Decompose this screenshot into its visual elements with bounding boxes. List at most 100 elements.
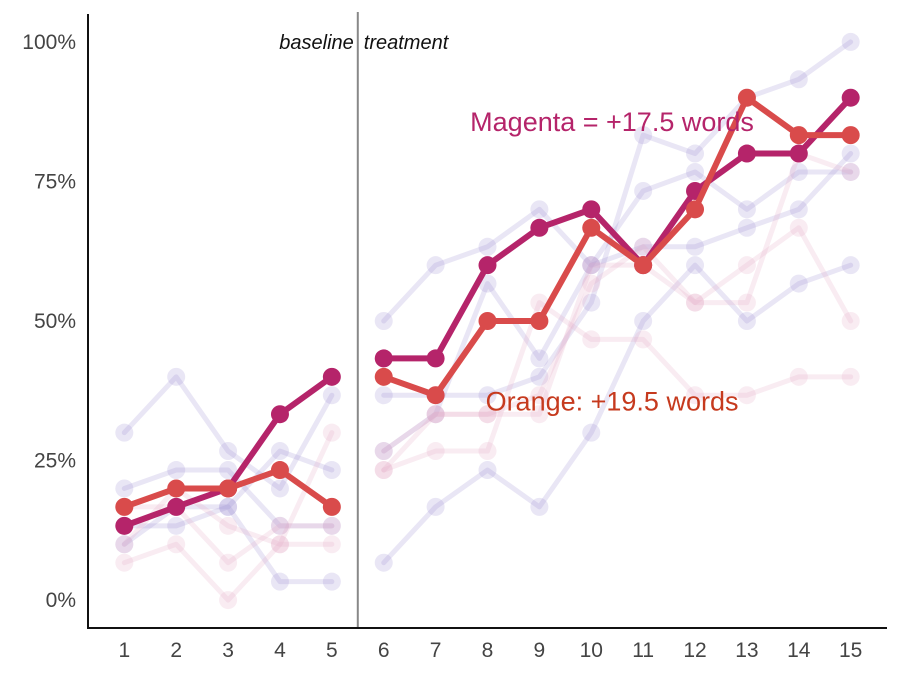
background-series-5-point <box>167 535 186 554</box>
x-tick-label: 12 <box>683 639 706 662</box>
x-tick-label: 4 <box>274 639 286 662</box>
background-series-7-point <box>634 237 653 256</box>
highlight-series-1-treatment-line <box>380 94 854 362</box>
background-series-2-point <box>582 293 601 312</box>
background-series-1-point <box>374 312 393 330</box>
background-series-7-point <box>582 274 601 293</box>
background-series-2-point <box>634 126 653 145</box>
background-series-4-point <box>634 237 653 256</box>
background-series-1-point <box>478 237 497 256</box>
highlight-series-1-point <box>530 218 549 237</box>
background-series-1-point <box>582 256 601 275</box>
background-series-1-treatment-line <box>381 169 854 324</box>
background-series-4-point <box>530 349 549 368</box>
x-tick-label: 10 <box>580 639 603 662</box>
background-series-3-point <box>582 423 601 442</box>
background-series-4-point <box>789 200 808 219</box>
background-series-4-point <box>686 237 705 256</box>
background-series-5-point <box>270 535 289 554</box>
background-series-1-baseline-line <box>121 374 335 491</box>
background-series-1-point <box>841 162 860 181</box>
background-series-7-point <box>270 516 289 535</box>
background-series-4-point <box>737 218 756 237</box>
background-series-7-point <box>686 293 705 312</box>
highlight-series-2-point <box>219 479 238 498</box>
background-series-6-point <box>322 423 341 442</box>
x-tick-label: 7 <box>430 639 442 662</box>
background-series-3-point <box>167 516 186 535</box>
background-series-4 <box>115 144 860 554</box>
highlight-series-layer <box>115 88 860 535</box>
background-series-4-point <box>841 144 860 163</box>
background-series-1-point <box>530 200 549 219</box>
background-series-3-point <box>841 256 860 275</box>
background-series-6-point <box>270 535 289 554</box>
background-series-7-point <box>841 162 860 181</box>
background-series-6 <box>115 218 860 554</box>
highlight-series-2-point <box>478 312 497 330</box>
background-series-6-point <box>789 218 808 237</box>
background-series-2-point <box>478 386 497 405</box>
background-series-5-treatment-line <box>381 300 854 473</box>
y-tick-label: 0% <box>46 589 76 612</box>
annotations: Magenta = +17.5 words Orange: +19.5 words <box>470 107 754 416</box>
highlight-series-1-point <box>841 88 860 107</box>
highlight-series-2-point <box>270 461 289 480</box>
phase-label-treatment: treatment <box>364 32 450 54</box>
highlight-series-2-point <box>374 367 393 386</box>
x-axis-ticks: 1 2 3 4 5 6 7 8 9 10 11 12 13 14 15 <box>118 639 862 662</box>
background-series-1-point <box>426 256 445 275</box>
background-series-3-point <box>478 461 497 480</box>
highlight-series-2-treatment-line <box>380 94 854 399</box>
x-tick-label: 1 <box>118 639 130 662</box>
background-series-2-point <box>686 144 705 163</box>
background-series-1 <box>115 162 860 498</box>
background-series-6-treatment-line <box>381 225 854 473</box>
highlight-series-1-point <box>322 367 341 386</box>
highlight-series-1-point <box>426 349 445 368</box>
background-series-4-point <box>270 442 289 461</box>
background-series-4-baseline-line <box>121 448 335 547</box>
background-series-1-point <box>737 200 756 219</box>
background-series-5-point <box>426 442 445 461</box>
background-series-1-point <box>686 162 705 181</box>
highlight-series-1-point <box>789 144 808 163</box>
background-series-5 <box>115 293 860 610</box>
background-series-5-point <box>374 461 393 480</box>
y-tick-label: 50% <box>34 310 76 333</box>
highlight-series-1-point <box>115 516 134 535</box>
background-series-2-point <box>322 516 341 535</box>
background-series-3-point <box>219 497 238 516</box>
y-axis-ticks: 0% 25% 50% 75% 100% <box>22 31 76 612</box>
background-series-4-point <box>115 535 134 554</box>
background-series-2-point <box>219 461 238 480</box>
background-series-5-point <box>686 386 705 405</box>
background-series-1-point <box>634 181 653 200</box>
background-series-5-point <box>219 591 238 610</box>
background-series-3-baseline-line <box>121 504 335 585</box>
highlight-series-2-point <box>530 312 549 330</box>
background-series-1-point <box>219 442 238 461</box>
background-series-1-point <box>270 479 289 498</box>
highlight-series-2-point <box>115 497 134 516</box>
background-series-2-point <box>270 516 289 535</box>
background-series-5-point <box>115 553 134 572</box>
background-series-1-point <box>115 423 134 442</box>
x-tick-label: 11 <box>632 639 654 662</box>
highlight-series-1-point <box>270 405 289 424</box>
x-tick-label: 15 <box>839 639 862 662</box>
x-tick-label: 9 <box>534 639 546 662</box>
highlight-series-1-point <box>478 256 497 275</box>
highlight-series-1-point <box>737 144 756 163</box>
background-series-6-point <box>737 256 756 275</box>
background-series-4-point <box>426 405 445 424</box>
background-series-7-baseline-line <box>121 504 335 566</box>
highlight-series-2-point <box>426 386 445 405</box>
highlight-series-2-point <box>686 200 705 219</box>
background-series-5-point <box>634 330 653 349</box>
background-series-2-point <box>167 461 186 480</box>
annotation-label: Magenta = +17.5 words <box>470 107 754 137</box>
background-series-7-point <box>322 516 341 535</box>
background-series-4-point <box>582 256 601 275</box>
